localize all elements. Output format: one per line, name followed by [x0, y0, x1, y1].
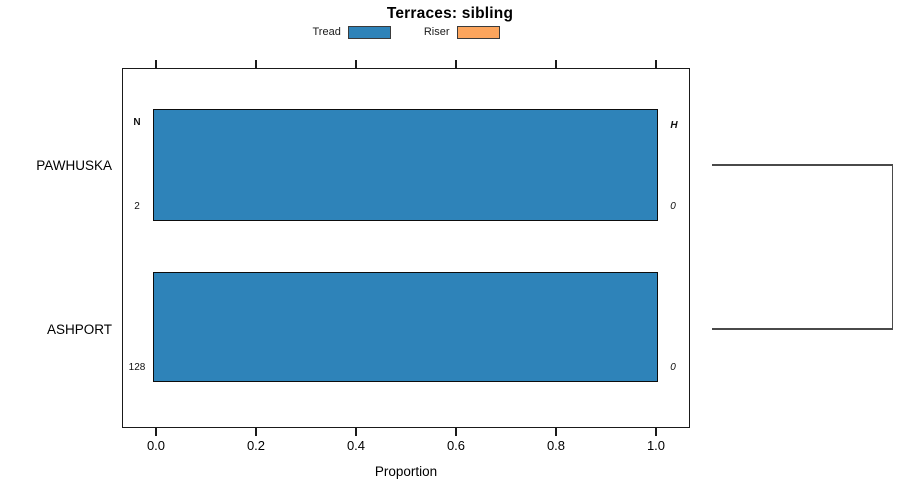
x-tick-bottom — [455, 428, 457, 436]
x-tick-bottom — [155, 428, 157, 436]
dendrogram-branch-pawhuska — [712, 164, 893, 166]
legend: Tread Riser — [122, 24, 690, 40]
x-tick-top — [455, 60, 457, 68]
x-tick-top — [255, 60, 257, 68]
x-tick-top — [655, 60, 657, 68]
annotation-h-value-pawhuska: 0 — [670, 201, 676, 212]
x-tick-top — [555, 60, 557, 68]
annotation-h-value-ashport: 0 — [670, 362, 676, 373]
bar-row-ashport — [153, 272, 658, 382]
x-axis-label: Proportion — [374, 464, 438, 479]
x-tick-label: 0.4 — [346, 438, 366, 453]
dendrogram-branch-ashport — [712, 328, 893, 330]
legend-label-tread: Tread — [312, 26, 341, 38]
x-tick-label: 0.6 — [446, 438, 466, 453]
x-tick-bottom — [255, 428, 257, 436]
x-tick-label: 1.0 — [646, 438, 666, 453]
annotation-h-header: H — [670, 120, 678, 131]
bar-row-pawhuska — [153, 109, 658, 221]
category-label-ashport: ASHPORT — [46, 322, 112, 337]
plot-panel — [122, 68, 690, 428]
x-tick-top — [155, 60, 157, 68]
x-tick-label: 0.0 — [146, 438, 166, 453]
x-tick-label: 0.8 — [546, 438, 566, 453]
legend-swatch-riser — [456, 25, 500, 39]
x-tick-bottom — [655, 428, 657, 436]
x-tick-label: 0.2 — [246, 438, 266, 453]
x-tick-bottom — [555, 428, 557, 436]
category-label-pawhuska: PAWHUSKA — [36, 158, 112, 173]
annotation-n-value-pawhuska: 2 — [134, 201, 140, 212]
chart-title: Terraces: sibling — [386, 5, 514, 22]
x-tick-bottom — [355, 428, 357, 436]
bar-ashport-tread — [153, 272, 658, 382]
x-tick-top — [355, 60, 357, 68]
dendrogram-join — [891, 164, 894, 329]
bar-pawhuska-tread — [153, 109, 658, 221]
annotation-n-value-ashport: 128 — [128, 362, 146, 373]
legend-label-riser: Riser — [423, 26, 450, 38]
annotation-n-header: N — [133, 117, 141, 128]
legend-swatch-tread — [347, 25, 391, 39]
